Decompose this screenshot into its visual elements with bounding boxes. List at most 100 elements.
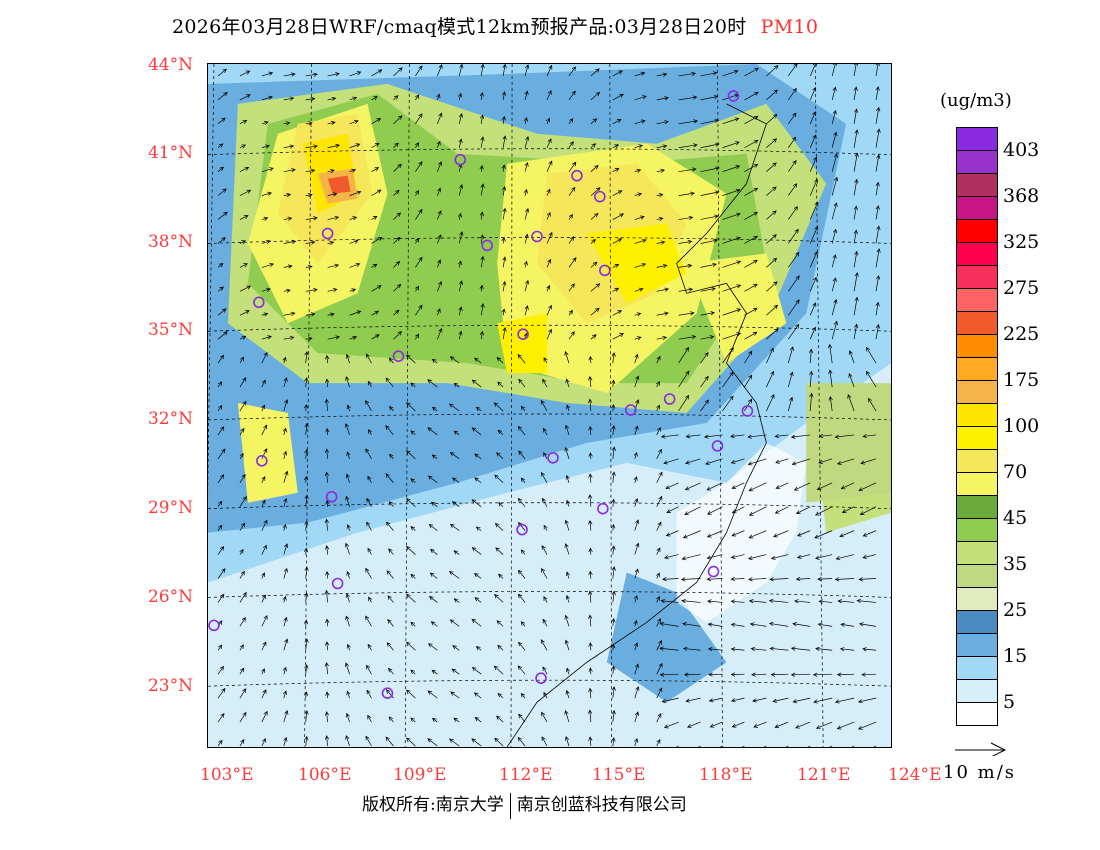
wind-arrow [722,141,740,149]
wind-arrow [564,519,570,531]
lon-label: 112°E [499,765,553,785]
wind-arrow [678,346,690,364]
wind-arrow [565,736,570,747]
wind-arrow [752,697,767,703]
wind-arrow [501,164,506,172]
wind-arrow [566,404,571,412]
wind-arrow [367,714,372,723]
wind-arrow [730,697,745,703]
wind-arrow [817,622,833,627]
wind-arrow [722,284,742,292]
wind-arrow [546,328,552,340]
wind-arrow [541,567,548,579]
wind-arrow [367,475,372,483]
city-marker-icon [392,350,405,362]
wind-arrow [788,275,800,292]
wind-arrow [217,331,228,340]
wind-arrow [788,136,797,148]
wind-arrow [283,335,295,341]
wind-arrow [875,64,880,77]
wind-arrow [261,499,266,507]
wind-arrow [748,482,767,492]
wind-arrow [809,134,817,148]
wind-arrow [406,402,416,412]
wind-arrow [349,288,357,293]
wind-arrow [371,142,380,149]
wind-arrow [680,577,701,582]
wind-arrow [349,71,362,77]
colorbar-bin [957,220,997,243]
wind-arrow [524,64,530,77]
wind-arrow [588,736,593,747]
wind-arrow [415,256,423,268]
wind-arrow [497,692,504,699]
wind-arrow [406,689,416,699]
wind-arrow [371,334,380,340]
wind-arrow [568,186,576,196]
wind-arrow [473,692,482,699]
wind-arrow [788,251,800,268]
wind-arrow [792,697,811,704]
wind-arrow [523,260,528,268]
wind-arrow [344,422,350,436]
wind-arrow [836,672,855,677]
city-marker-icon [711,440,724,452]
wind-arrow [568,90,576,101]
wind-arrow [815,721,833,730]
wind-arrow [453,717,460,723]
wind-arrow [327,120,336,126]
wind-arrow [543,524,548,531]
colorbar-bin [957,243,997,266]
lat-label: 32°N [147,409,193,429]
wind-arrow [730,434,745,439]
city-marker-icon [594,190,606,203]
wind-arrow [431,669,438,675]
wind-arrow [588,709,593,723]
wind-arrow [546,304,552,316]
wind-arrow [812,672,833,677]
wind-arrow [590,261,598,268]
wind-arrow [790,672,811,677]
wind-arrow [656,687,663,699]
wind-arrow [588,519,593,531]
wind-arrow [731,530,745,537]
wind-arrow [457,260,463,268]
wind-arrow [437,112,443,124]
wind-arrow [656,738,661,747]
wind-arrow [659,672,679,677]
wind-arrow [722,117,740,125]
wind-arrow [502,280,507,292]
wind-arrow [656,335,668,341]
wind-arrow [366,689,372,699]
wind-arrow [768,598,789,604]
wind-arrow [700,399,709,412]
wind-arrow [766,162,777,172]
wind-arrow [217,739,223,747]
wind-arrow [748,506,767,516]
wind-arrow [796,554,811,559]
wind-arrow [305,312,316,317]
wind-arrow [365,567,372,579]
wind-arrow [493,402,504,412]
wind-arrow [386,642,394,651]
wind-arrow [406,450,416,460]
colorbar [956,127,998,726]
wind-arrow [753,721,767,728]
wind-arrow [501,115,506,124]
wind-arrow [449,356,460,364]
wind-arrow [449,738,460,747]
variable-label: PM10 [760,16,819,38]
wind-arrow [788,299,800,316]
wind-arrow [388,357,394,364]
wind-arrow [839,530,855,538]
wind-arrow [815,554,833,560]
wind-arrow [239,215,249,220]
wind-arrow [261,668,265,675]
wind-arrow [700,262,717,268]
wind-arrow [795,721,811,729]
wind-arrow [540,399,548,412]
wind-arrow [239,189,252,196]
wind-arrow [217,644,223,651]
colorbar-label: 403 [1003,139,1040,161]
wind-arrow [451,477,460,484]
